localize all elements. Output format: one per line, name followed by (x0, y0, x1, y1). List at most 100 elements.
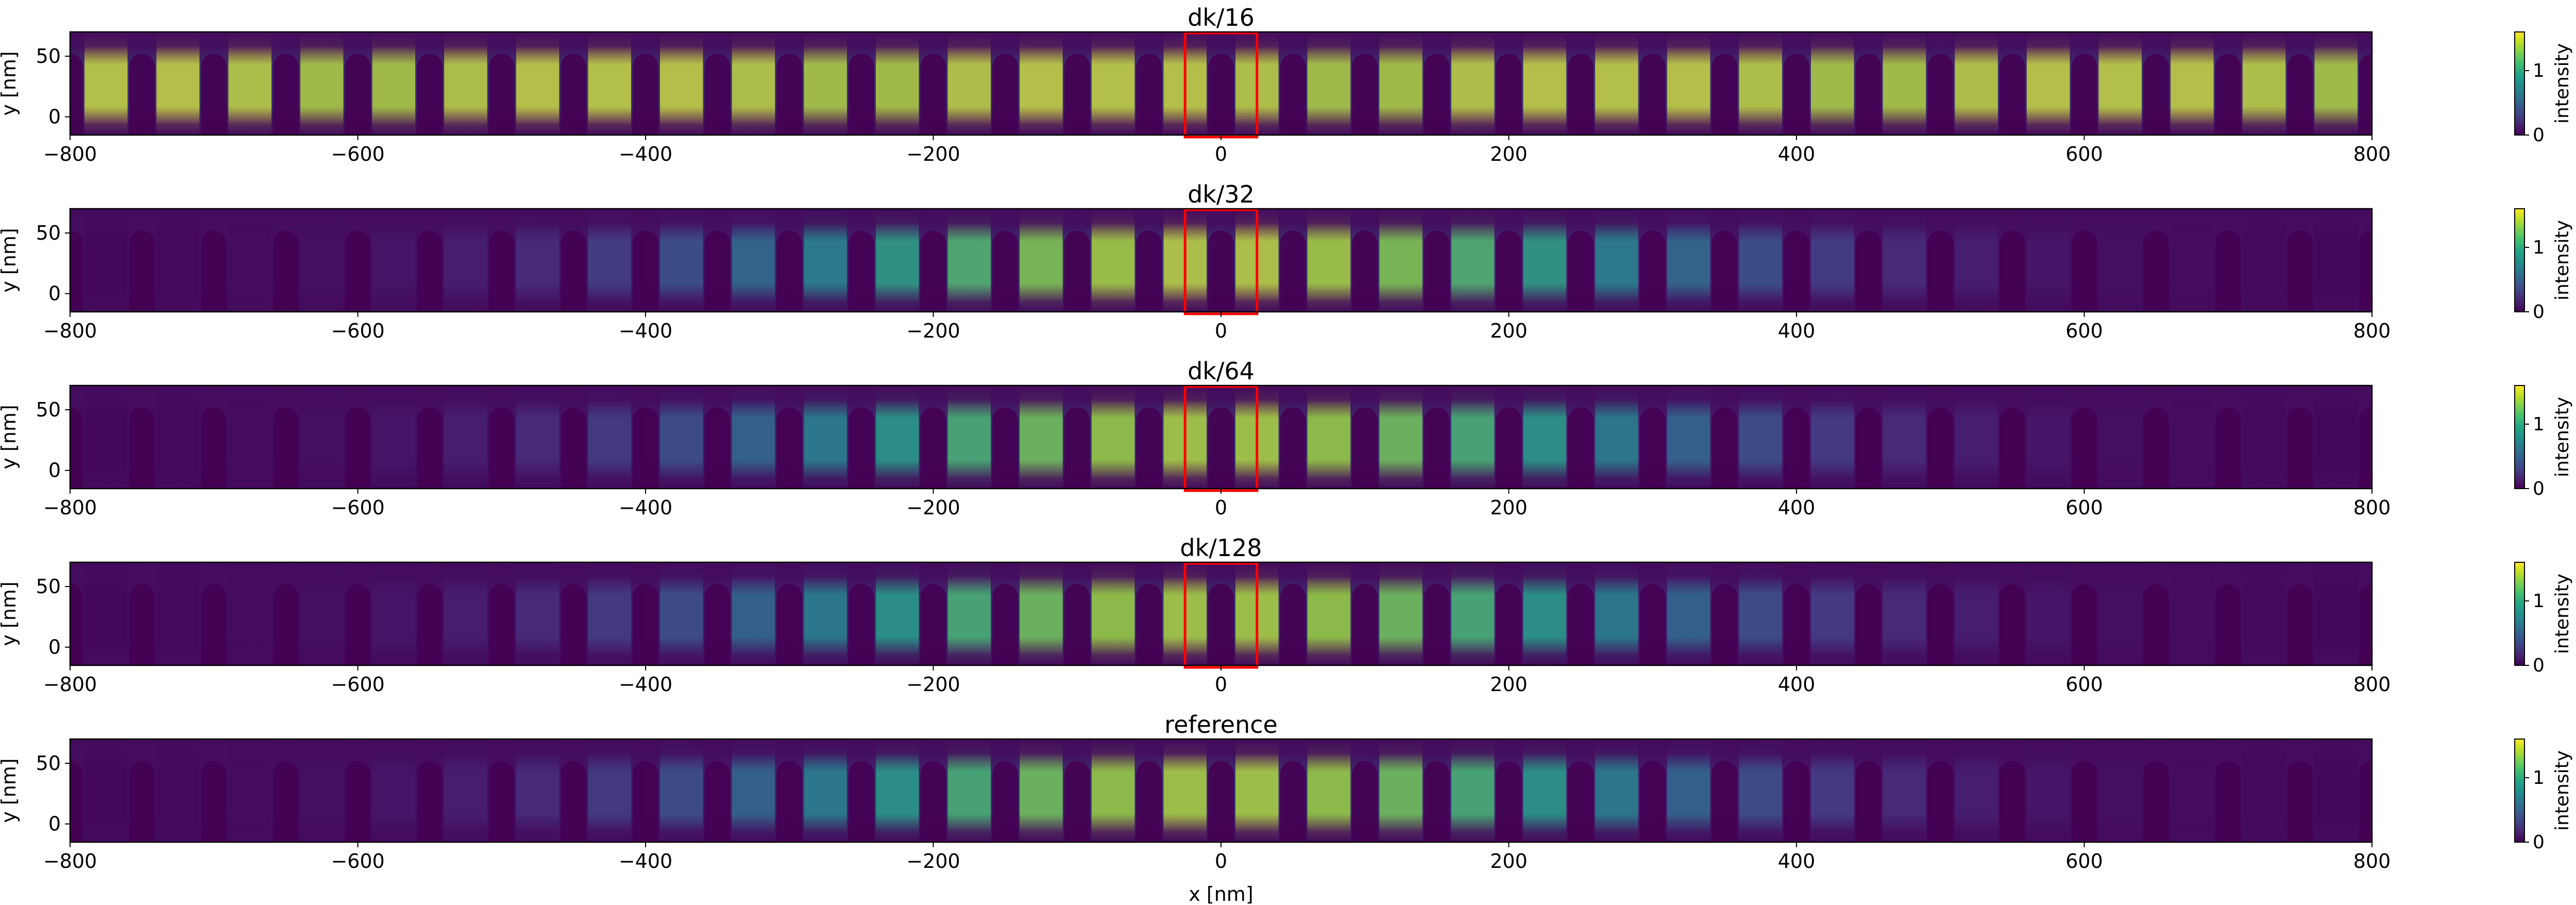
pillar (2359, 230, 2372, 312)
pillar (2071, 230, 2097, 312)
pillar (1639, 761, 1666, 842)
y-tick-label: 0 (48, 459, 61, 482)
pillar (345, 54, 371, 135)
pillar (1136, 584, 1162, 665)
pillar (1855, 54, 1882, 135)
field-region (156, 209, 200, 312)
pillar (776, 407, 803, 489)
colorbar: 0 1 intensity (2514, 562, 2573, 676)
pillar (632, 761, 659, 842)
x-tick-label: −200 (906, 320, 960, 342)
y-axis-label: y [nm] (0, 405, 20, 469)
pillar (1567, 761, 1594, 842)
field-region (228, 209, 272, 312)
pillar (1136, 407, 1162, 489)
pillar (345, 584, 371, 665)
field-region (2242, 386, 2286, 489)
field-region (2314, 32, 2358, 135)
pillar (1567, 584, 1594, 665)
field-region (228, 562, 272, 665)
pillar (1064, 54, 1090, 135)
field-region (1091, 562, 1135, 665)
pillar (129, 761, 155, 842)
x-tick-label: 0 (1215, 850, 1227, 873)
pillar (1783, 54, 1810, 135)
field-region (588, 386, 632, 489)
x-tick-label: 0 (1215, 673, 1227, 696)
pillar (201, 54, 227, 135)
pillar (1496, 230, 1522, 312)
pillar (1639, 54, 1666, 135)
x-tick-label: −400 (619, 496, 672, 519)
pillar (1855, 230, 1882, 312)
pillar (632, 407, 659, 489)
x-tick-label: −200 (906, 673, 960, 696)
field-region (659, 386, 703, 489)
colorbar-label: intensity (2552, 43, 2573, 124)
pillar (920, 584, 946, 665)
field-region (659, 209, 703, 312)
pillar (1136, 54, 1162, 135)
field-region (1595, 386, 1638, 489)
x-tick-label: 0 (1215, 496, 1227, 519)
pillar (920, 230, 946, 312)
pillar (1783, 230, 1810, 312)
pillar (129, 54, 155, 135)
field-region (1451, 739, 1495, 842)
pillar (2071, 407, 2097, 489)
pillar (2359, 584, 2372, 665)
field-region (947, 386, 991, 489)
pillar (1999, 761, 2026, 842)
pillar (1423, 230, 1450, 312)
pillar (1711, 584, 1738, 665)
field-region (659, 739, 703, 842)
colorbar-label: intensity (2552, 220, 2573, 300)
field-region (804, 739, 847, 842)
field-region (1307, 739, 1351, 842)
pillar (1064, 407, 1090, 489)
field-region (2171, 209, 2214, 312)
colorbar: 0 1 intensity (2514, 208, 2573, 323)
pillar (1927, 54, 1954, 135)
field-region (516, 562, 560, 665)
pillar (1783, 761, 1810, 842)
pillar (201, 761, 227, 842)
field-region (516, 32, 560, 135)
pillar (1423, 54, 1450, 135)
field-region (1739, 562, 1783, 665)
pillar (1352, 54, 1378, 135)
x-tick-label: 800 (2353, 850, 2391, 873)
field-region (2098, 386, 2142, 489)
pillar (1927, 230, 1954, 312)
pillar (704, 407, 731, 489)
field-region (1739, 739, 1783, 842)
pillar (2287, 230, 2313, 312)
field-region (1020, 739, 1063, 842)
field-region (1451, 562, 1495, 665)
y-axis-label: y [nm] (0, 758, 20, 823)
field-region (1020, 32, 1063, 135)
pillar (1639, 584, 1666, 665)
colorbar-gradient (2514, 385, 2525, 489)
pillar (488, 407, 515, 489)
x-tick-label: 600 (2065, 496, 2103, 519)
y-axis-label: y [nm] (0, 51, 20, 115)
pillar (1999, 407, 2026, 489)
pillar (1567, 230, 1594, 312)
pillar (345, 761, 371, 842)
field-region (2171, 739, 2214, 842)
pillar (1855, 584, 1882, 665)
field-region (156, 386, 200, 489)
field-region (947, 562, 991, 665)
field-region (2098, 32, 2142, 135)
x-tick-label: 400 (1778, 496, 1816, 519)
pillar (992, 584, 1019, 665)
x-tick-label: −800 (43, 143, 97, 165)
pillar (1280, 54, 1306, 135)
pillar (1711, 54, 1738, 135)
pillar (345, 407, 371, 489)
pillar (632, 230, 659, 312)
pillar (1064, 584, 1090, 665)
field-region (300, 32, 344, 135)
